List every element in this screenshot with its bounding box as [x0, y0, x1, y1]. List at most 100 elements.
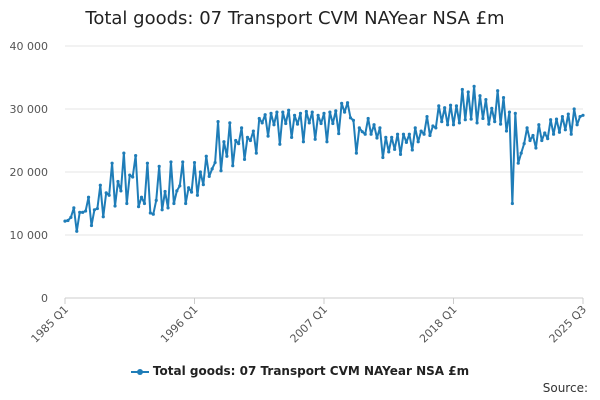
- data-point: [448, 103, 453, 107]
- data-point: [563, 128, 567, 132]
- data-point: [72, 206, 76, 210]
- data-point: [278, 142, 282, 146]
- data-point: [101, 215, 105, 219]
- data-point: [434, 126, 438, 130]
- data-point: [525, 126, 529, 130]
- data-point: [498, 122, 503, 126]
- data-point: [345, 101, 350, 105]
- data-point: [75, 229, 79, 233]
- data-point: [92, 208, 97, 212]
- x-tick-label: 2018 Q1: [417, 303, 460, 346]
- data-point: [557, 130, 562, 134]
- data-point: [381, 155, 385, 160]
- data-point: [446, 123, 450, 127]
- data-point: [337, 131, 341, 136]
- data-point: [516, 161, 520, 165]
- data-point: [269, 111, 273, 116]
- data-point: [313, 137, 317, 141]
- data-point: [142, 201, 147, 206]
- data-point: [360, 130, 364, 134]
- data-point: [210, 167, 214, 171]
- data-point: [549, 118, 553, 122]
- data-point: [475, 121, 479, 125]
- data-point: [172, 201, 176, 206]
- data-point: [398, 152, 403, 156]
- data-point: [328, 110, 332, 114]
- data-point: [198, 170, 202, 174]
- data-point: [139, 195, 144, 199]
- data-point: [95, 206, 99, 211]
- data-point: [134, 154, 138, 158]
- data-point: [219, 169, 223, 173]
- data-point: [228, 121, 232, 125]
- data-point: [113, 204, 117, 208]
- data-point: [290, 135, 294, 139]
- data-point: [431, 124, 435, 128]
- data-point: [428, 133, 432, 138]
- data-point: [401, 132, 406, 136]
- data-point: [157, 164, 161, 168]
- data-point: [160, 208, 164, 212]
- data-point: [192, 160, 197, 165]
- data-point: [531, 133, 535, 138]
- data-point: [107, 193, 111, 197]
- x-tick-label: 2025 Q3: [547, 303, 590, 346]
- data-point: [69, 215, 73, 219]
- data-point: [357, 126, 361, 130]
- data-point: [245, 135, 250, 139]
- data-point: [298, 111, 303, 116]
- data-point: [181, 160, 185, 164]
- data-point: [154, 198, 158, 202]
- data-point: [104, 191, 108, 195]
- data-point: [372, 123, 376, 127]
- data-point: [451, 123, 456, 127]
- data-point: [472, 84, 476, 88]
- data-point: [234, 138, 238, 143]
- data-point: [225, 154, 229, 158]
- data-point: [263, 113, 267, 117]
- data-point: [572, 107, 576, 111]
- data-point: [307, 121, 311, 125]
- data-point: [248, 138, 253, 143]
- data-point: [272, 123, 276, 127]
- data-point: [410, 148, 414, 152]
- data-point: [251, 129, 255, 133]
- y-tick-label: 40 000: [10, 40, 49, 53]
- y-tick-label: 10 000: [10, 229, 49, 242]
- data-point: [128, 173, 132, 177]
- data-point: [110, 161, 114, 165]
- data-point: [131, 175, 135, 179]
- data-point: [213, 160, 217, 165]
- data-point: [178, 184, 182, 188]
- data-point: [496, 89, 500, 93]
- data-point: [554, 117, 559, 121]
- data-point: [537, 123, 541, 127]
- data-point: [507, 110, 512, 114]
- data-point: [145, 161, 150, 165]
- data-point: [239, 126, 244, 130]
- data-point: [566, 112, 570, 116]
- data-point: [393, 147, 397, 151]
- data-point: [575, 123, 579, 127]
- data-point: [237, 142, 241, 146]
- data-point: [254, 151, 258, 155]
- data-point: [378, 126, 382, 130]
- legend-label: Total goods: 07 Transport CVM NAYear NSA…: [152, 364, 470, 378]
- data-point: [319, 121, 323, 126]
- y-tick-label: 0: [41, 292, 48, 305]
- data-point: [404, 140, 409, 144]
- data-point: [522, 142, 526, 146]
- data-point: [425, 114, 429, 119]
- data-point: [98, 183, 102, 187]
- data-point: [469, 117, 473, 121]
- source-label: Source:: [542, 381, 588, 395]
- data-point: [257, 116, 261, 121]
- data-point: [119, 189, 123, 193]
- data-point: [84, 209, 88, 213]
- data-point: [201, 183, 205, 187]
- data-point: [560, 114, 565, 119]
- data-point: [86, 195, 91, 199]
- data-point: [310, 110, 314, 114]
- series-line: [64, 85, 584, 233]
